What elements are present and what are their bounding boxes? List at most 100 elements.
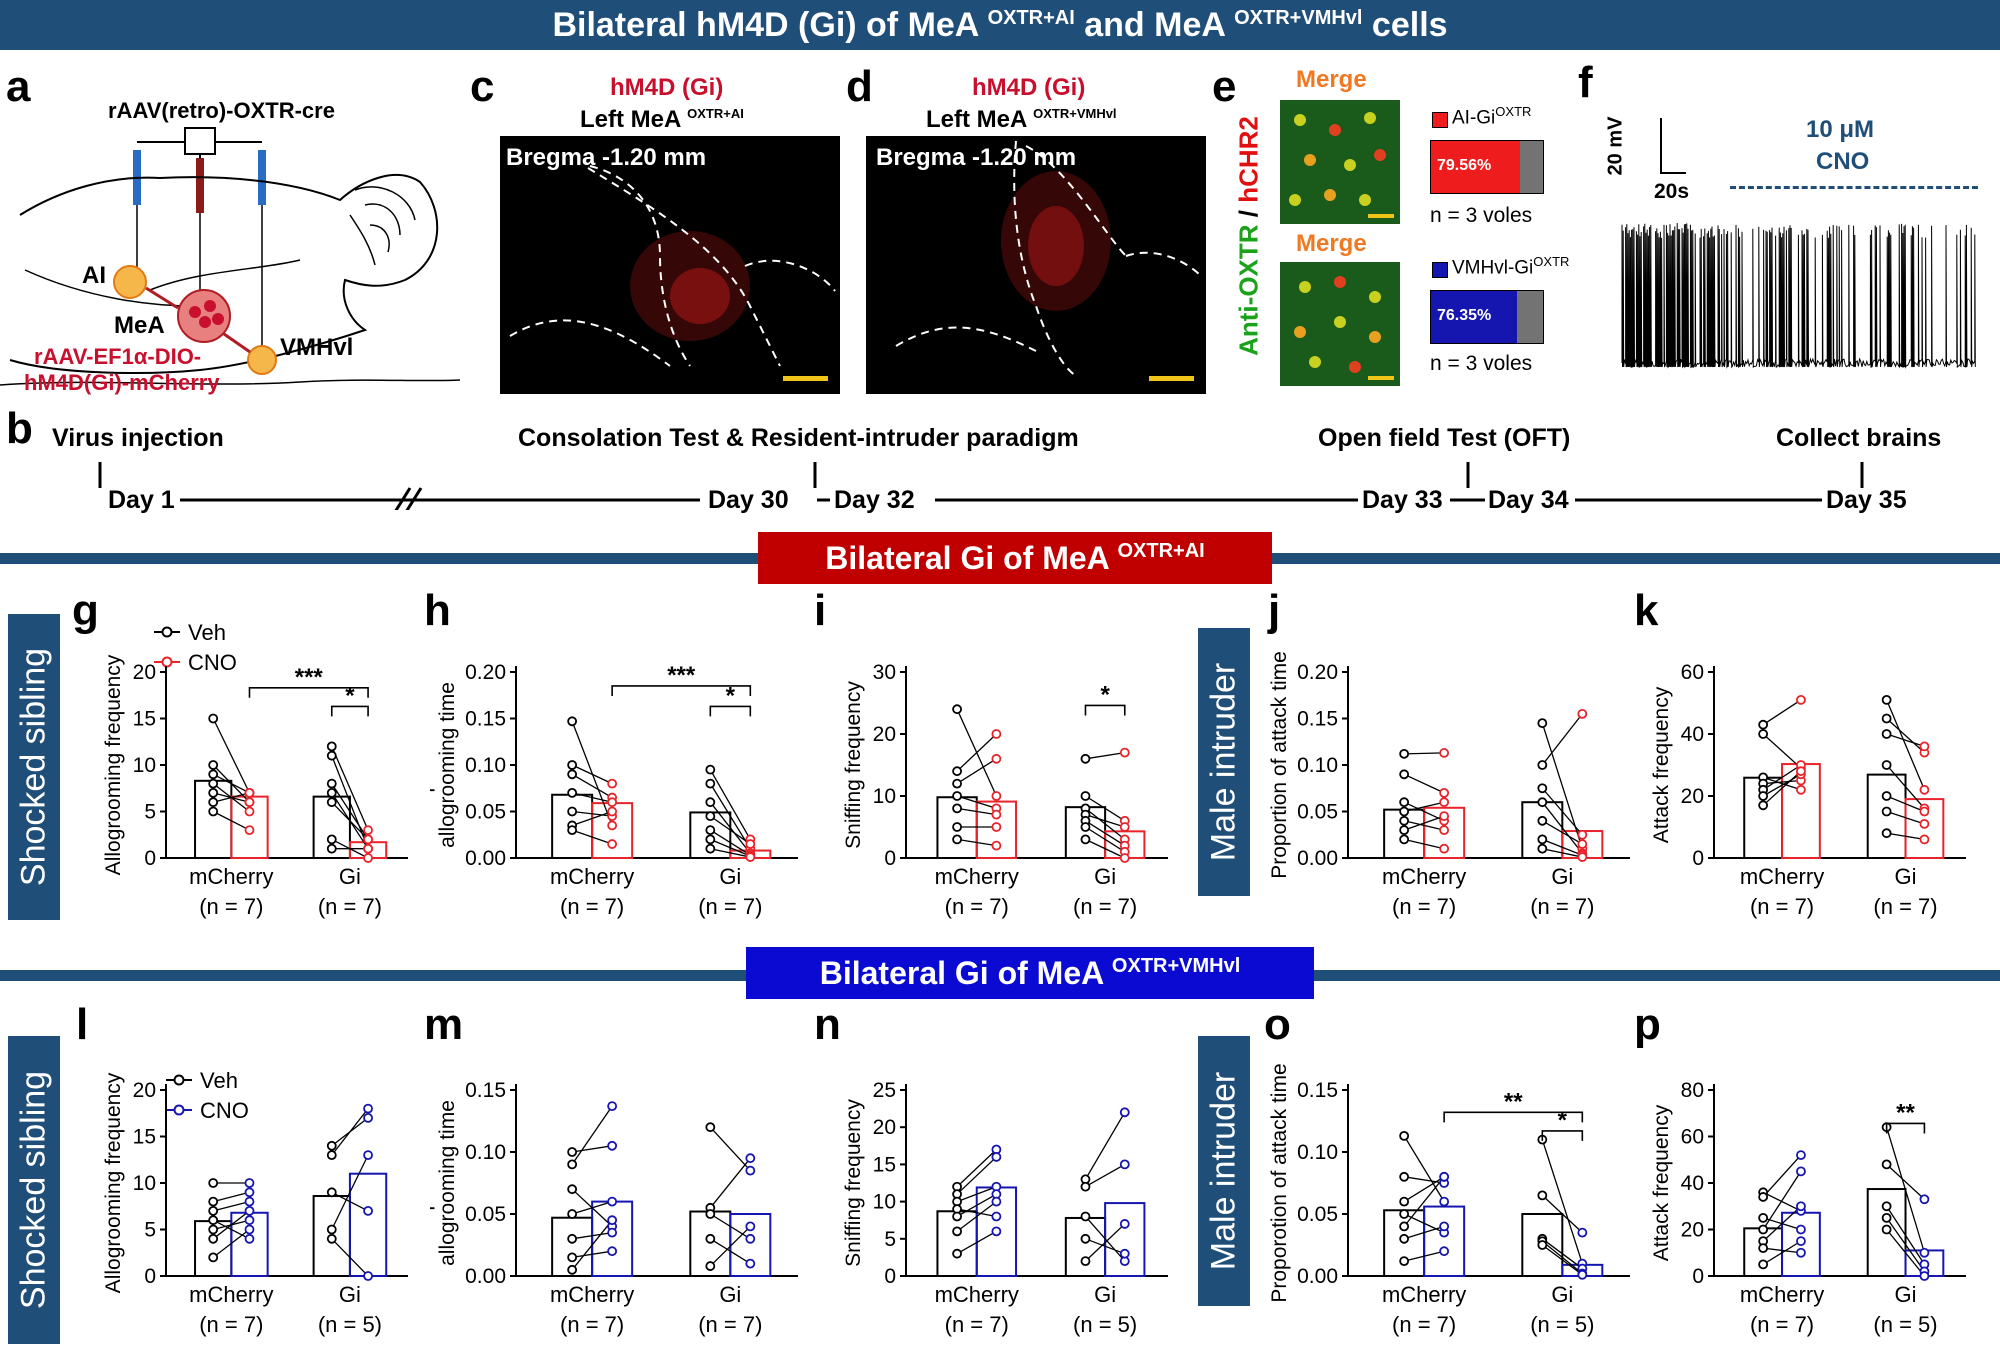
panel-label-a: a	[6, 62, 31, 111]
category-label: mCherry	[550, 1282, 634, 1307]
point-cno	[991, 729, 1002, 739]
point-veh	[705, 764, 716, 775]
point-cno	[607, 806, 618, 817]
y-tick-label: 0.15	[1297, 708, 1338, 731]
pct-bar-ai-fill	[1431, 141, 1521, 193]
y-axis-label: allogrooming time	[436, 682, 459, 848]
point-cno	[244, 797, 255, 808]
d-title-region: Left MeA OXTR+VMHvl	[926, 106, 1117, 133]
side-label-shocked-1: Shocked sibling	[8, 614, 60, 920]
title-part: and MeA	[1074, 6, 1235, 44]
category-label: Gi	[1094, 864, 1116, 889]
n-label: (n = 7)	[945, 894, 1009, 919]
legend-cno-2: CNO	[200, 1098, 249, 1123]
point-cno	[244, 1196, 255, 1207]
sig-bracket	[1443, 1111, 1584, 1123]
point-cno	[1119, 822, 1130, 832]
point-veh	[705, 1233, 716, 1244]
bar-cno-gi	[729, 1213, 772, 1277]
point-veh	[1881, 760, 1892, 770]
point-veh	[567, 1147, 578, 1157]
y-tick-label: 0.05	[465, 801, 506, 824]
point-veh	[705, 1261, 716, 1271]
point-veh	[952, 1248, 962, 1259]
pair-line	[571, 764, 613, 785]
point-veh	[567, 1264, 578, 1275]
point-cno	[1439, 748, 1450, 758]
point-cno	[607, 778, 618, 789]
category-label: Gi	[719, 864, 741, 889]
point-veh	[1080, 791, 1091, 801]
pair-line	[956, 733, 997, 772]
point-veh	[1399, 1171, 1410, 1182]
point-cno	[363, 843, 373, 854]
pair-line	[1084, 1111, 1126, 1180]
pair-line	[571, 810, 613, 827]
sig-bracket	[1885, 1122, 1926, 1134]
pair-line	[213, 1191, 250, 1203]
y-tick-label: 25	[873, 1079, 896, 1102]
pair-line	[1403, 1225, 1445, 1240]
panel-label-j: j	[1268, 586, 1281, 635]
point-veh	[1399, 797, 1410, 808]
point-veh	[1881, 1159, 1892, 1170]
pair-line	[1762, 733, 1802, 769]
y-tick-label: 0.00	[1297, 847, 1338, 870]
micrograph-d-art	[895, 140, 1202, 381]
legend-cno-1: CNO	[188, 650, 237, 675]
label-mea: MeA	[114, 312, 165, 339]
day-1: Day 1	[108, 486, 175, 514]
y-axis-label: Proporotion of attack time	[1268, 1063, 1291, 1302]
point-veh	[1758, 1192, 1769, 1202]
point-cno	[244, 1205, 255, 1216]
point-cno	[363, 1103, 373, 1114]
point-cno	[1119, 1248, 1130, 1259]
point-cno	[363, 1271, 373, 1281]
pair-line	[1085, 1238, 1126, 1255]
merge-label-2: Merge	[1296, 230, 1367, 257]
point-cno	[745, 1221, 756, 1232]
y-axis-label: Proportion of	[430, 1123, 435, 1243]
point-veh	[1080, 822, 1091, 832]
y-tick-label: 30	[873, 661, 896, 684]
point-veh	[326, 1187, 337, 1198]
scale-bar-y	[1660, 118, 1662, 174]
point-veh	[208, 778, 219, 789]
point-cno	[1919, 1271, 1930, 1281]
y-axis-label: Sniffing frequency	[842, 681, 865, 849]
pair-line	[1085, 807, 1126, 840]
point-veh	[705, 1209, 716, 1219]
pair-line	[709, 829, 751, 856]
point-veh	[326, 797, 337, 808]
bar-veh-gi	[1521, 1213, 1564, 1277]
timeline-axis	[98, 462, 1864, 510]
n-label: (n = 5)	[1873, 1312, 1937, 1337]
panel-label-e: e	[1212, 62, 1237, 111]
pct-bar-vmh: 76.35%	[1430, 290, 1544, 344]
panel-label-f: f	[1578, 58, 1593, 107]
panel-label-c: c	[470, 62, 495, 111]
pair-line	[331, 746, 369, 831]
y-tick-label: 60	[1681, 661, 1704, 684]
point-cno	[244, 1215, 255, 1226]
virus-label-retro: rAAV(retro)-OXTR-cre	[108, 98, 335, 123]
category-label: mCherry	[550, 864, 634, 889]
category-label: mCherry	[1740, 864, 1824, 889]
pair-line	[1763, 779, 1801, 785]
point-cno	[991, 1211, 1002, 1222]
point-veh	[208, 769, 219, 780]
needle-vmh	[258, 150, 266, 205]
pair-line	[1762, 770, 1802, 806]
point-veh	[1881, 729, 1892, 739]
point-cno	[745, 1258, 756, 1269]
sig-label: ***	[667, 662, 696, 689]
pair-line	[1403, 1135, 1445, 1202]
point-cno	[1919, 784, 1930, 795]
pair-line	[1542, 848, 1583, 858]
pair-line	[1541, 1244, 1583, 1276]
bar-cno-mcherry	[1423, 806, 1466, 859]
category-label: mCherry	[1740, 1282, 1824, 1307]
pair-line	[331, 783, 369, 840]
y-tick-label: 20	[1681, 1219, 1704, 1242]
point-veh	[952, 1226, 962, 1237]
